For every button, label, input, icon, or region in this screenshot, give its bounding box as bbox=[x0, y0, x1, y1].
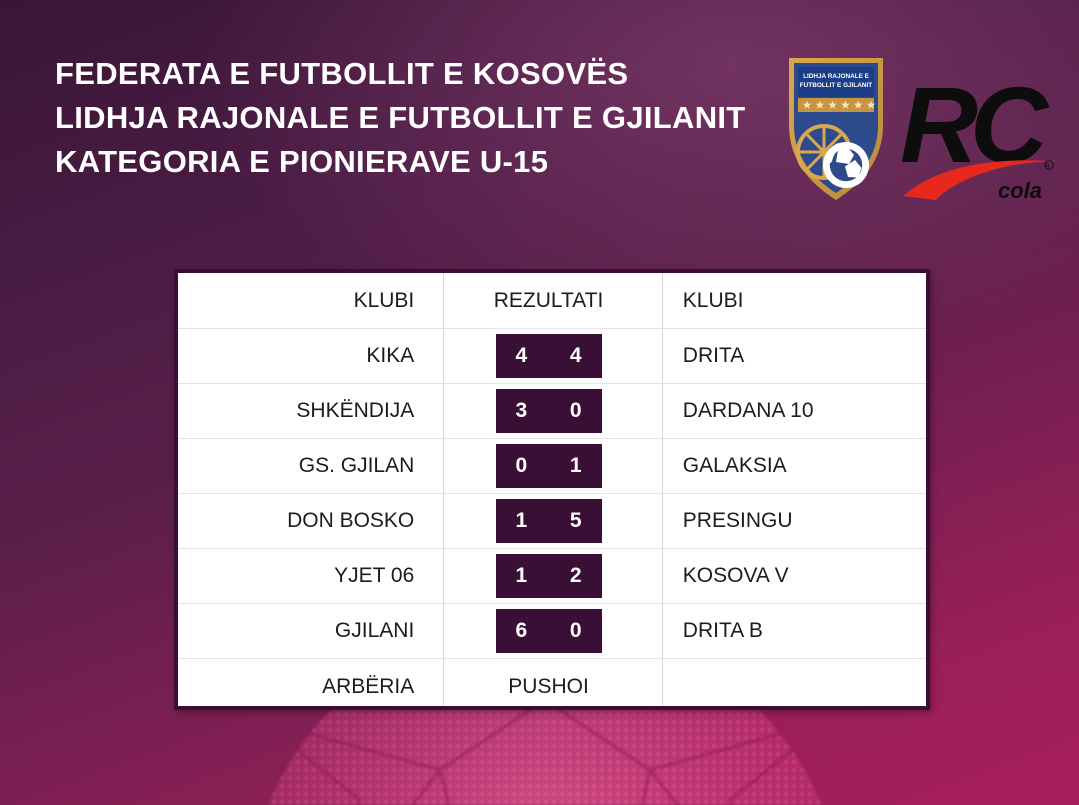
svg-text:cola: cola bbox=[998, 178, 1042, 203]
svg-text:R: R bbox=[1045, 164, 1050, 170]
svg-text:LIDHJA RAJONALE E: LIDHJA RAJONALE E bbox=[803, 73, 870, 80]
svg-text:FUTBOLLIT E GJILANIT: FUTBOLLIT E GJILANIT bbox=[800, 82, 873, 89]
